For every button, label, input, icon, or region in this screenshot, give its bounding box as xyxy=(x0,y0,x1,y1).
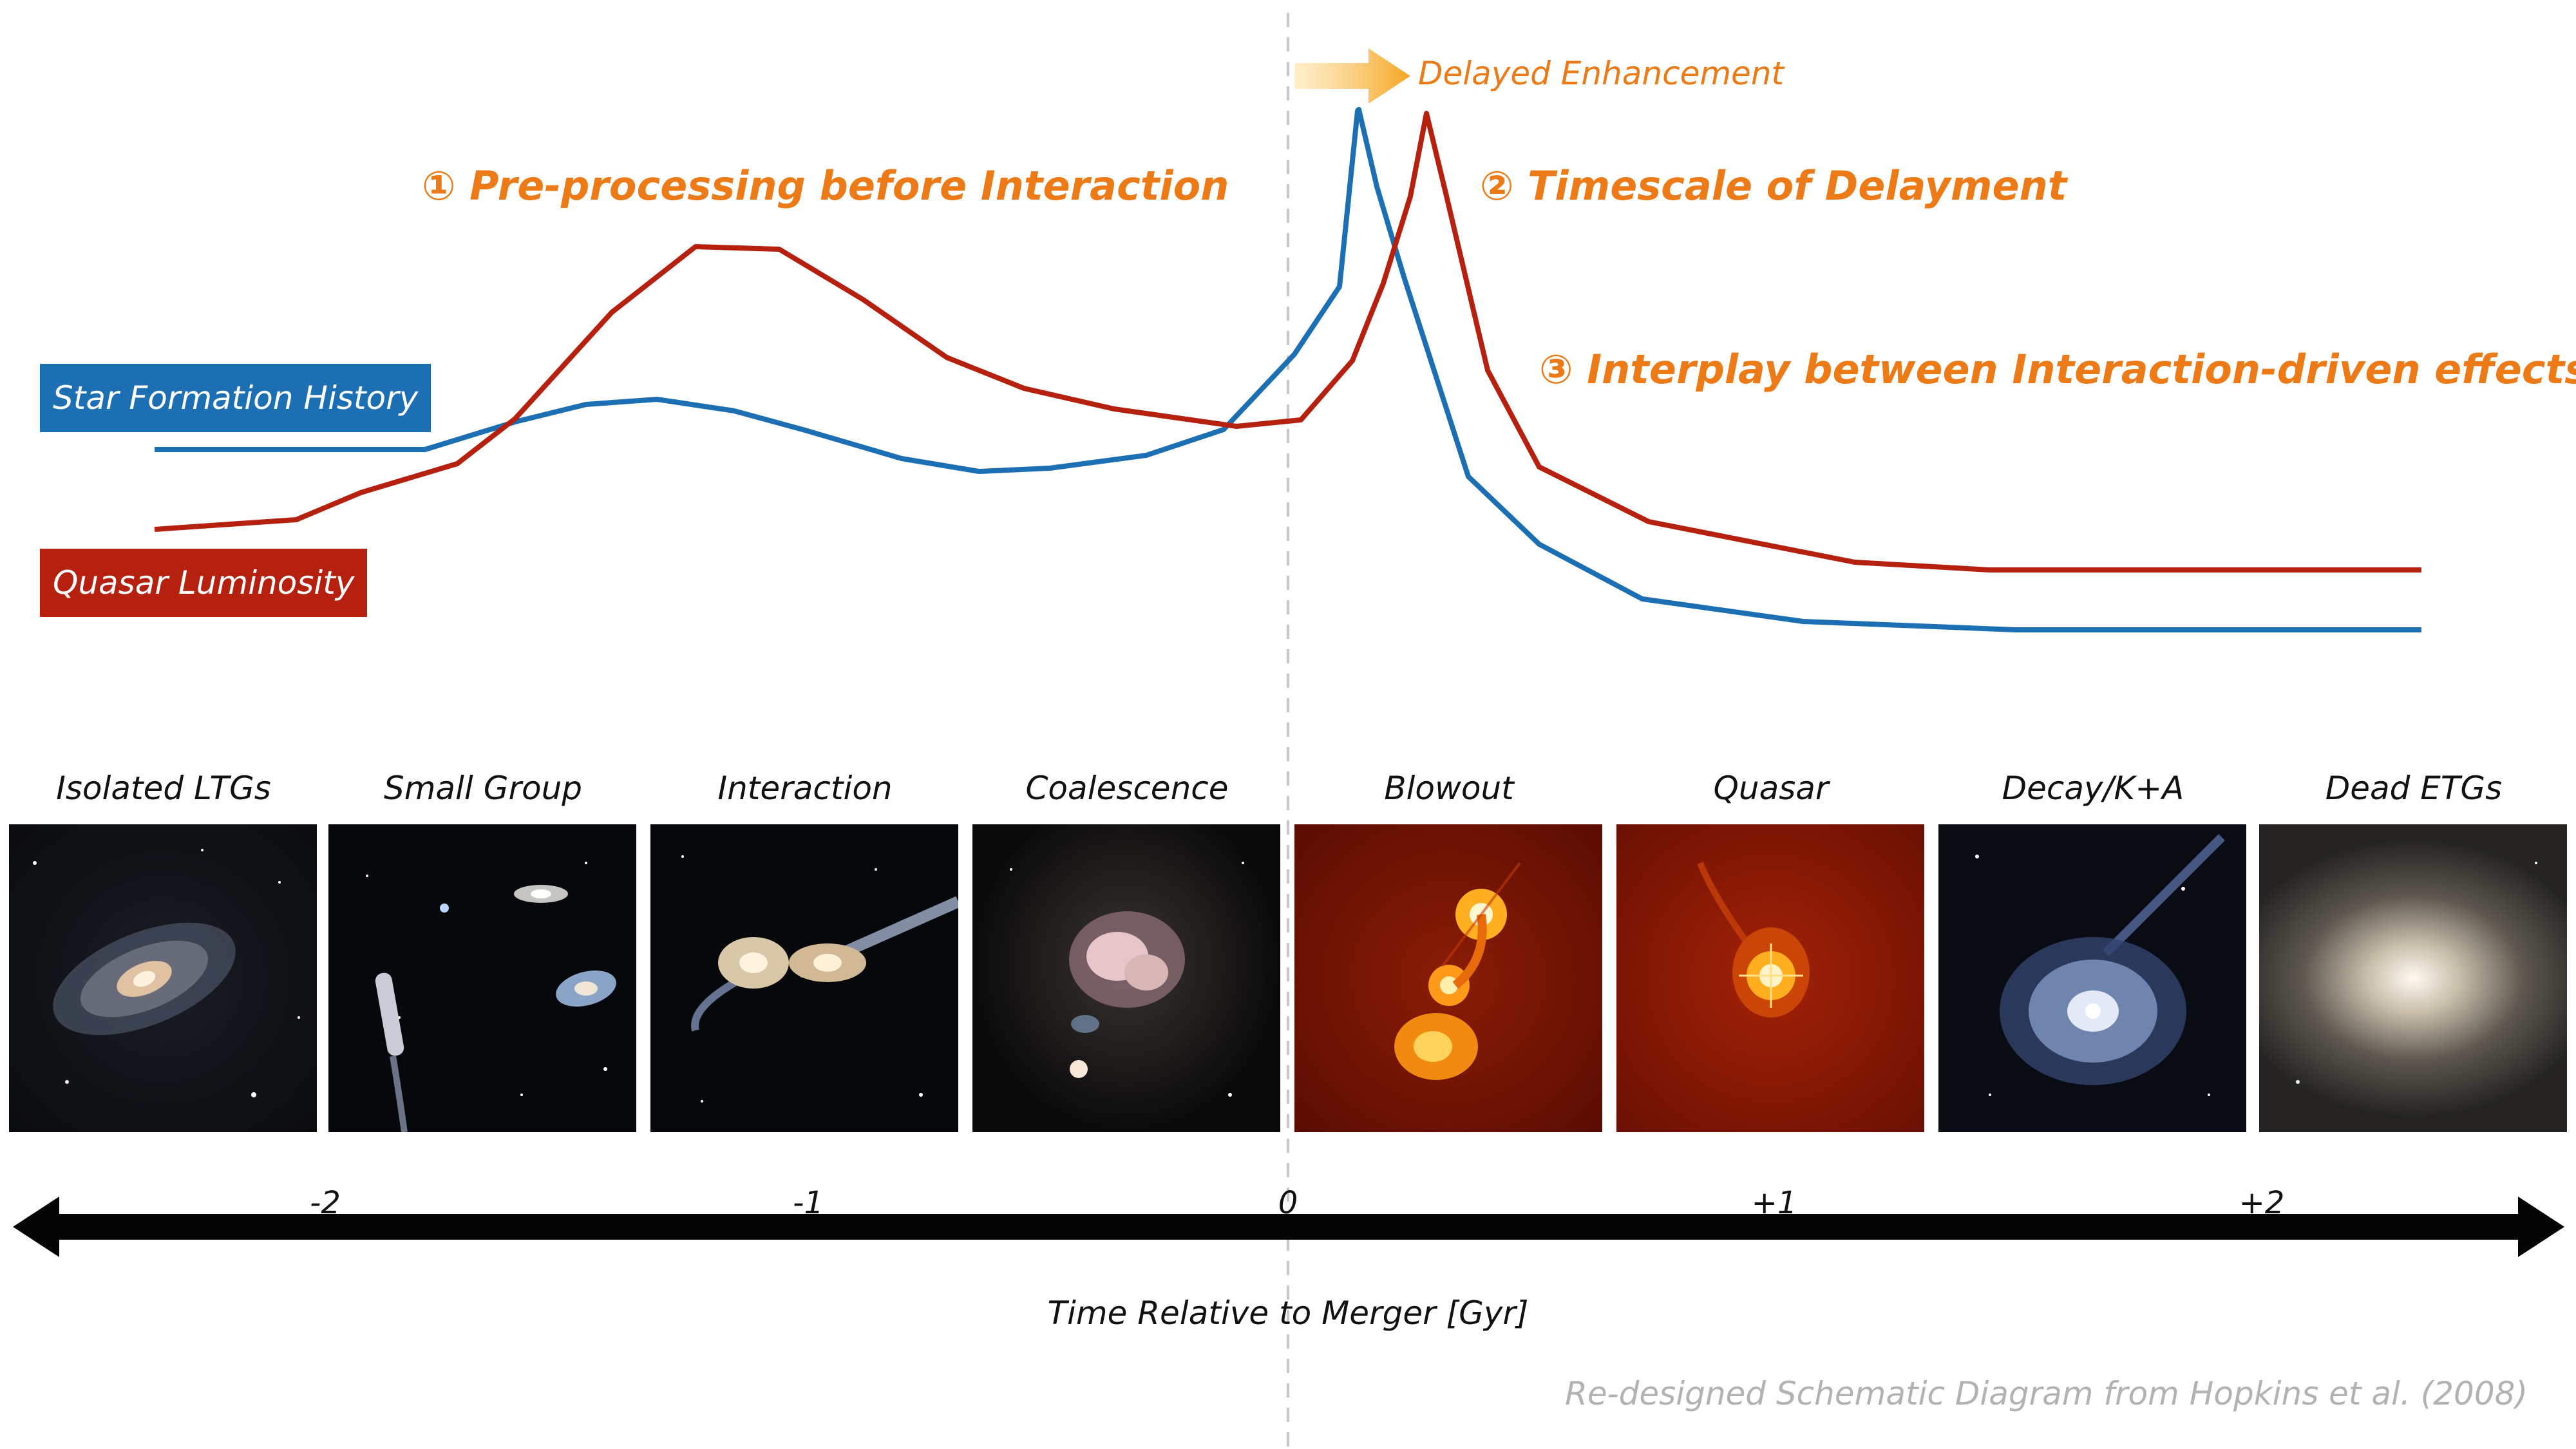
stage-title-dead-etgs: Dead ETGs xyxy=(2325,770,2503,807)
stage-title-quasar: Quasar xyxy=(1713,770,1829,807)
star-formation-curve xyxy=(155,107,2421,632)
interplay-annotation: ③ Interplay between Interaction-driven e… xyxy=(1539,346,2576,393)
axis-tick-plus-1: +1 xyxy=(1751,1185,1797,1221)
star-formation-history-label: Star Formation History xyxy=(40,364,431,432)
quasar-luminosity-curve xyxy=(154,111,2421,573)
galaxy-image-isolated-ltg xyxy=(9,824,317,1132)
credit-text: Re-designed Schematic Diagram from Hopki… xyxy=(1565,1375,2528,1412)
galaxy-image-quasar xyxy=(1616,824,1924,1132)
galaxy-image-decay xyxy=(1938,824,2246,1132)
stage-title-small-group: Small Group xyxy=(383,770,583,807)
stage-title-isolated-ltgs: Isolated LTGs xyxy=(56,770,271,807)
stage-title-blowout: Blowout xyxy=(1384,770,1514,807)
axis-tick-plus-2: +2 xyxy=(2239,1185,2285,1221)
stage-title-interaction: Interaction xyxy=(717,770,893,807)
time-axis-label: Time Relative to Merger [Gyr] xyxy=(1047,1294,1529,1332)
delayed-enhancement-annotation: Delayed Enhancement xyxy=(1418,55,1785,92)
time-axis-arrow xyxy=(13,1197,2564,1257)
timescale-annotation: ② Timescale of Delayment xyxy=(1480,162,2067,209)
quasar-luminosity-label: Quasar Luminosity xyxy=(40,549,368,617)
pre-processing-annotation: ① Pre-processing before Interaction xyxy=(422,162,1229,209)
delayed-enhancement-arrow xyxy=(1294,48,1410,104)
stage-title-decay: Decay/K+A xyxy=(2002,770,2184,807)
galaxy-image-interaction xyxy=(650,824,958,1132)
axis-tick-zero: 0 xyxy=(1278,1185,1298,1221)
galaxy-image-coalescence xyxy=(972,824,1280,1132)
galaxy-image-blowout xyxy=(1294,824,1602,1132)
axis-tick-minus-1: -1 xyxy=(793,1185,824,1221)
axis-tick-minus-2: -2 xyxy=(310,1185,341,1221)
galaxy-image-small-group xyxy=(328,824,636,1132)
galaxy-image-dead-etg xyxy=(2259,824,2567,1132)
stage-title-coalescence: Coalescence xyxy=(1025,770,1229,807)
